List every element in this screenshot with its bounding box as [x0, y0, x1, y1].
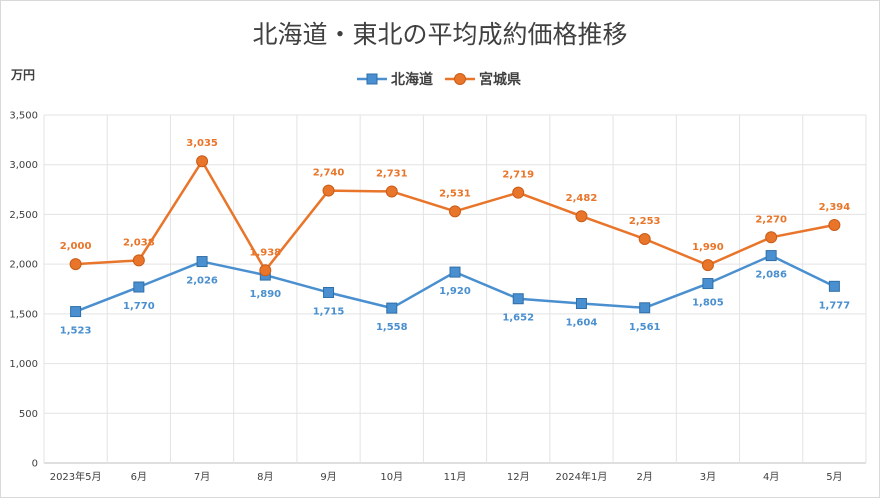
y-tick-label: 500 [19, 409, 38, 420]
legend-marker-series-2 [454, 73, 466, 85]
x-tick-label: 3月 [700, 471, 716, 483]
x-axis: 2023年5月 6月 7月 8月 9月 10月 11月 12月 2024年1月 2月 3月 4月 5月 [50, 470, 843, 483]
data-label-series-1: 1,523 [60, 326, 92, 337]
data-label-series-2: 2,000 [60, 241, 92, 252]
data-point-series-2 [196, 155, 209, 168]
data-labels: 1,523 1,770 2,026 1,890 1,715 1,558 1,920 1,652… [60, 138, 850, 336]
data-point-series-2 [449, 205, 461, 218]
data-label-series-1: 1,805 [692, 298, 724, 309]
legend: 北海道 宮城県 [357, 71, 521, 88]
data-point-series-1 [386, 302, 398, 314]
data-point-series-1 [512, 293, 524, 305]
y-tick-label: 2,500 [9, 210, 38, 221]
data-point-series-2 [575, 210, 588, 223]
data-label-series-1: 1,715 [313, 306, 345, 317]
data-point-series-2 [512, 186, 525, 199]
data-label-series-1: 1,920 [439, 286, 471, 297]
x-tick-label: 7月 [194, 471, 210, 483]
data-label-series-2: 3,035 [186, 138, 218, 149]
data-label-series-2: 2,253 [629, 216, 661, 227]
y-tick-label: 1,500 [9, 309, 38, 320]
data-label-series-1: 2,026 [186, 276, 218, 287]
data-label-series-2: 2,038 [123, 237, 155, 248]
data-label-series-2: 1,990 [692, 242, 724, 253]
x-tick-label: 2023年5月 [50, 470, 102, 483]
data-point-series-1 [323, 286, 335, 298]
data-label-series-1: 1,604 [566, 318, 598, 329]
data-point-series-1 [133, 281, 145, 293]
x-tick-label: 4月 [763, 471, 779, 483]
data-point-series-1 [828, 280, 840, 292]
y-tick-label: 1,000 [9, 359, 38, 370]
data-label-series-2: 2,740 [313, 168, 345, 179]
data-label-series-1: 1,890 [249, 289, 281, 300]
data-point-series-1 [575, 298, 587, 310]
data-label-series-2: 2,531 [439, 188, 471, 199]
legend-item-series-1: 北海道 [357, 71, 433, 88]
data-label-series-1: 2,086 [755, 270, 787, 281]
data-label-series-2: 2,394 [819, 202, 851, 213]
data-point-series-1 [449, 266, 461, 278]
y-tick-label: 2,000 [9, 260, 38, 271]
x-tick-label: 9月 [320, 471, 336, 483]
data-label-series-2: 2,719 [502, 170, 534, 181]
y-tick-label: 3,500 [9, 111, 38, 122]
data-point-series-2 [259, 264, 272, 277]
data-point-series-2 [132, 254, 145, 267]
x-tick-label: 2月 [637, 471, 653, 483]
data-point-series-1 [196, 256, 208, 268]
data-point-series-1 [702, 278, 714, 290]
y-tick-label: 0 [32, 459, 38, 470]
data-point-series-2 [69, 258, 82, 271]
legend-marker-series-1 [366, 73, 378, 85]
gridlines [43, 114, 867, 464]
data-point-series-1 [765, 250, 777, 262]
data-label-series-2: 2,731 [376, 168, 408, 179]
series-group [69, 155, 841, 318]
data-label-series-2: 2,482 [566, 193, 598, 204]
data-point-series-1 [639, 302, 651, 314]
legend-item-series-2: 宮城県 [445, 71, 521, 88]
legend-label-series-2: 宮城県 [479, 71, 521, 88]
x-tick-label: 8月 [257, 471, 273, 483]
y-axis: 0 500 1,000 1,500 2,000 2,500 3,000 3,500 [9, 111, 38, 470]
data-label-series-1: 1,652 [502, 313, 534, 324]
data-label-series-1: 1,558 [376, 322, 408, 333]
unit-label: 万円 [10, 68, 35, 82]
x-tick-label: 11月 [444, 471, 467, 483]
x-tick-label: 6月 [131, 471, 147, 483]
data-point-series-2 [765, 231, 778, 244]
legend-label-series-1: 北海道 [391, 71, 433, 88]
data-label-series-2: 1,938 [249, 247, 281, 258]
data-label-series-2: 2,270 [755, 214, 787, 225]
data-point-series-2 [701, 259, 714, 272]
x-tick-label: 5月 [826, 471, 842, 483]
x-tick-label: 10月 [380, 471, 403, 483]
x-tick-label: 2024年1月 [556, 470, 608, 483]
chart-title: 北海道・東北の平均成約価格推移 [252, 20, 627, 49]
data-point-series-2 [385, 185, 398, 198]
data-label-series-1: 1,777 [819, 300, 851, 311]
data-point-series-1 [70, 306, 82, 318]
data-label-series-1: 1,561 [629, 322, 661, 333]
y-tick-label: 3,000 [9, 160, 38, 171]
x-tick-label: 12月 [507, 471, 530, 483]
data-point-series-2 [322, 184, 335, 197]
data-label-series-1: 1,770 [123, 301, 155, 312]
data-point-series-2 [828, 218, 841, 231]
data-point-series-2 [638, 232, 651, 245]
